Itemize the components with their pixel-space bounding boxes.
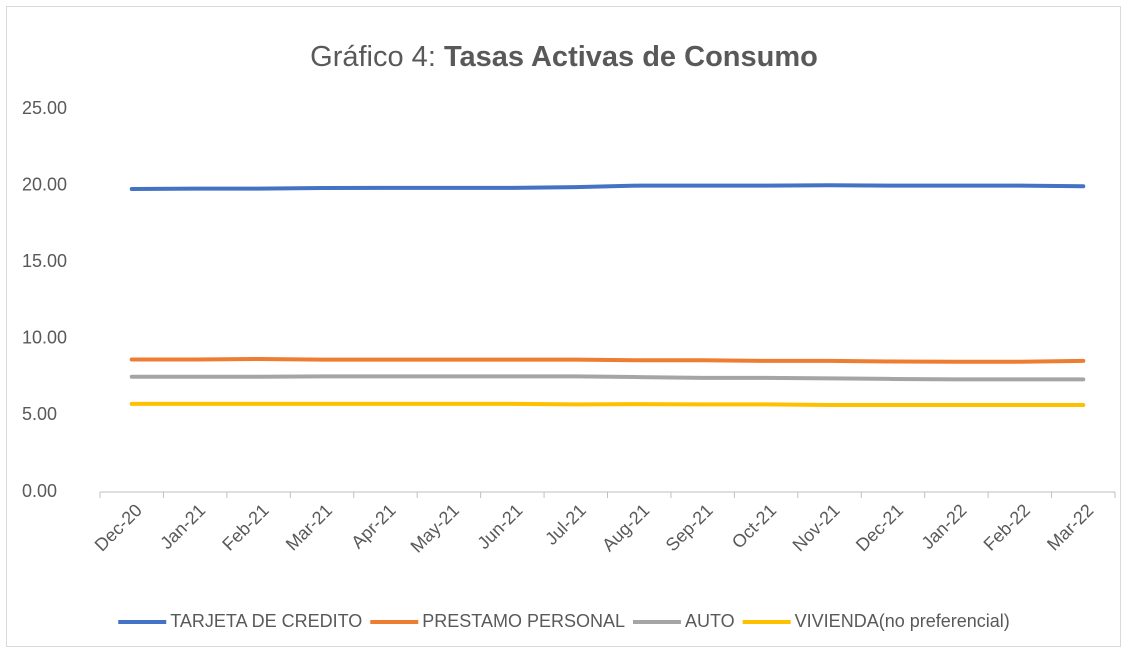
line-series [129,183,1086,191]
y-tick-label: 5.00 [22,404,57,424]
legend-label: VIVIENDA(no preferencial) [795,611,1010,631]
chart-title: Gráfico 4: Tasas Activas de Consumo [310,41,818,73]
line-series [129,401,1086,407]
line-series [129,357,1086,364]
chart-border [6,6,1121,647]
legend-label: AUTO [685,611,735,631]
legend-label: PRESTAMO PERSONAL [422,611,625,631]
title-emphasis: Tasas Activas de Consumo [444,41,818,73]
y-tick-label: 15.00 [22,251,67,271]
title-prefix: Gráfico 4: [310,41,436,73]
y-tick-label: 25.00 [22,98,67,118]
y-tick-label: 0.00 [22,481,57,501]
line-series [129,374,1086,382]
y-tick-label: 10.00 [22,328,67,348]
legend-label: TARJETA DE CREDITO [170,611,362,631]
y-tick-label: 20.00 [22,174,67,194]
